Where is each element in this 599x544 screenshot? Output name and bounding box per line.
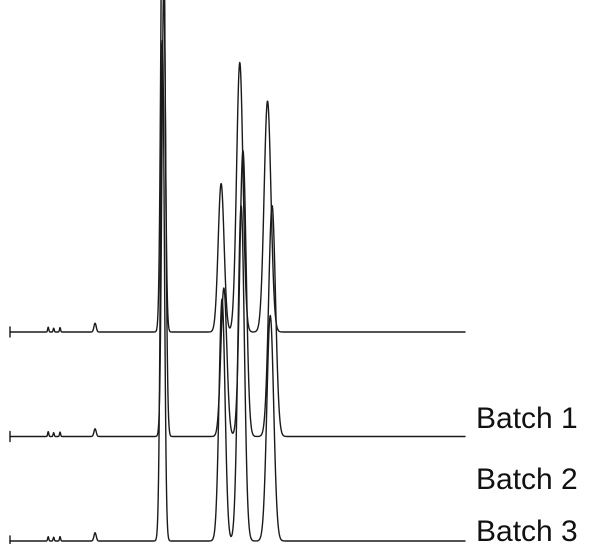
series-labels: Batch 1 Batch 2 Batch 3 [476, 402, 578, 544]
series-label-batch-1: Batch 1 [476, 402, 578, 435]
trace-batch-1 [9, 0, 466, 333]
series-label-batch-2: Batch 2 [476, 463, 578, 496]
chromatogram-traces [9, 0, 466, 544]
series-label-batch-3: Batch 3 [476, 515, 578, 544]
trace-batch-3 [9, 39, 466, 542]
